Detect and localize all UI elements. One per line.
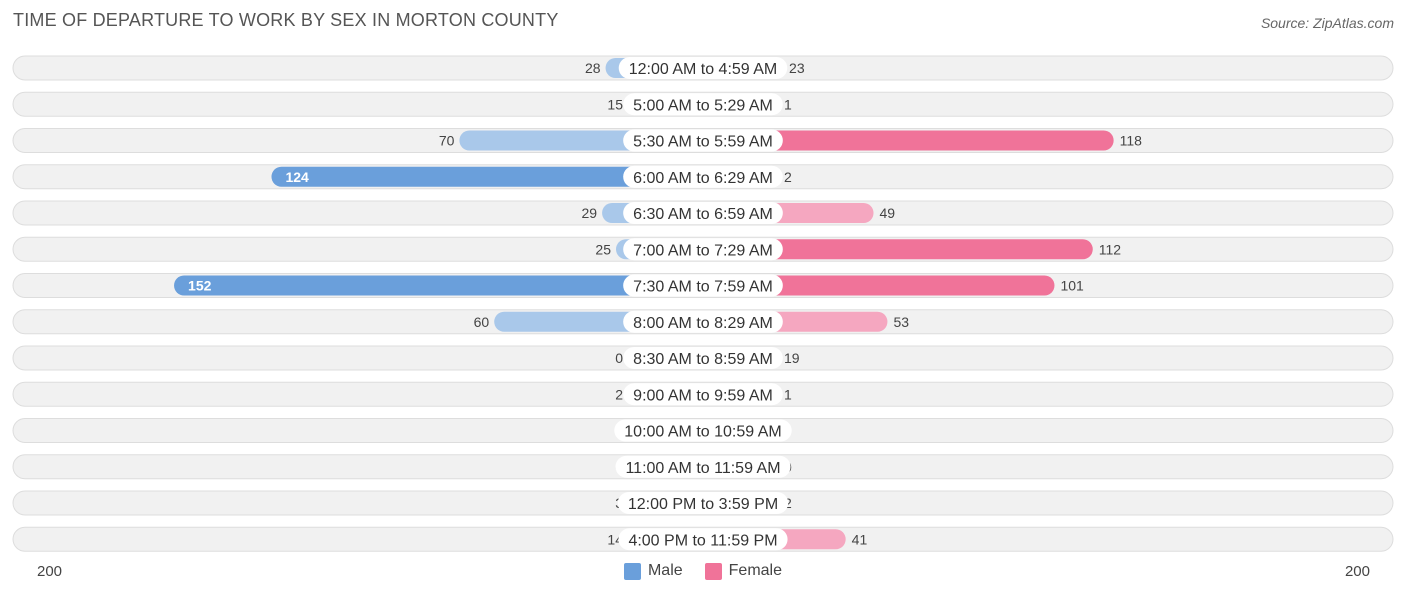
- female-bar: [703, 239, 1093, 260]
- axis-min-label: 200: [37, 563, 63, 580]
- category-label: 6:00 AM to 6:29 AM: [633, 170, 773, 187]
- female-value-label: 1: [784, 96, 792, 112]
- category-label: 10:00 AM to 10:59 AM: [624, 424, 781, 441]
- male-value-label: 15: [607, 96, 623, 112]
- female-bar: [703, 130, 1114, 151]
- category-label-pill: [623, 165, 783, 188]
- legend-male-label: Male: [647, 562, 683, 579]
- female-value-label: 23: [789, 60, 805, 76]
- category-label: 5:30 AM to 5:59 AM: [633, 134, 773, 151]
- category-label: 8:30 AM to 8:59 AM: [633, 351, 773, 368]
- female-value-label: 41: [852, 531, 868, 547]
- female-value-label: 53: [893, 314, 909, 330]
- male-value-label: 29: [582, 205, 598, 221]
- male-value-label: 2: [615, 386, 623, 402]
- category-label-pill: [623, 238, 783, 261]
- axis-max-label: 200: [1344, 563, 1370, 580]
- category-label: 12:00 AM to 4:59 AM: [629, 61, 778, 78]
- category-label-pill: [623, 129, 783, 152]
- male-bar: [174, 275, 704, 296]
- legend: Male Female: [0, 562, 1406, 580]
- category-label: 8:00 AM to 8:29 AM: [633, 315, 773, 332]
- source-label: Source: ZipAtlas.com: [1260, 15, 1394, 31]
- category-label-pill: [623, 202, 783, 224]
- legend-item-female[interactable]: Female: [704, 562, 783, 580]
- female-bar: [703, 275, 1055, 296]
- category-label-pill: [615, 455, 791, 478]
- chart-area: 28 23 12:00 AM to 4:59 AM 15 1 5:00 AM to 5:2…: [12, 55, 1394, 552]
- category-label-pill: [614, 419, 792, 442]
- male-value-label: 25: [595, 241, 611, 257]
- legend-female-label: Female: [728, 562, 783, 579]
- male-value-label: 28: [585, 60, 601, 76]
- male-value-label: 70: [439, 133, 455, 149]
- category-label-pill: [623, 383, 783, 406]
- female-value-label: 19: [784, 350, 800, 366]
- category-label-pill: [623, 93, 783, 116]
- female-value-label: 2: [784, 169, 792, 185]
- category-label: 9:00 AM to 9:59 AM: [633, 387, 773, 404]
- male-value-label: 0: [615, 350, 623, 366]
- category-label: 5:00 AM to 5:29 AM: [633, 97, 773, 114]
- male-swatch: [623, 562, 641, 580]
- category-label-pill: [623, 347, 783, 369]
- legend-item-male[interactable]: Male: [623, 562, 683, 580]
- category-label-pill: [623, 274, 783, 297]
- category-label: 7:00 AM to 7:29 AM: [633, 242, 773, 259]
- category-label-pill: [617, 492, 789, 514]
- male-value-label: 152: [188, 278, 212, 294]
- category-label-pill: [618, 528, 788, 551]
- chart-title: TIME OF DEPARTURE TO WORK BY SEX IN MORT…: [13, 10, 559, 30]
- female-swatch: [704, 562, 722, 580]
- male-bar: [271, 166, 703, 187]
- female-value-label: 49: [880, 205, 896, 221]
- category-label: 7:30 AM to 7:59 AM: [633, 279, 773, 296]
- female-value-label: 112: [1099, 241, 1122, 257]
- category-label: 12:00 PM to 3:59 PM: [628, 496, 778, 513]
- category-label-pill: [618, 57, 788, 79]
- female-value-label: 118: [1120, 133, 1143, 149]
- category-label: 11:00 AM to 11:59 AM: [625, 460, 780, 477]
- female-value-label: 101: [1060, 278, 1084, 294]
- category-label: 4:00 PM to 11:59 PM: [628, 532, 777, 549]
- male-value-label: 60: [474, 314, 490, 330]
- category-label: 6:30 AM to 6:59 AM: [633, 206, 773, 223]
- male-value-label: 124: [285, 169, 309, 185]
- female-value-label: 1: [784, 386, 792, 402]
- category-label-pill: [623, 310, 783, 333]
